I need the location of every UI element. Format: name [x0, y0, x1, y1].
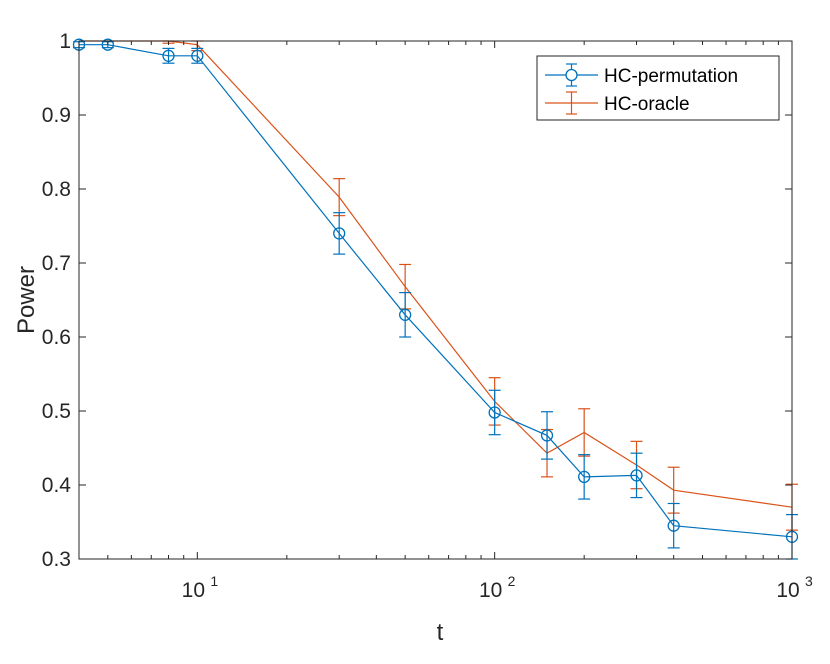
x-tick-label: 10 1: [182, 573, 219, 602]
legend-label: HC-oracle: [604, 94, 690, 115]
y-tick-label: 0.3: [42, 548, 71, 571]
y-tick-label: 0.7: [42, 252, 71, 275]
axes-layer: [78, 40, 793, 560]
data-point: [630, 469, 643, 482]
y-tick-label: 0.4: [42, 474, 72, 497]
x-tick-label: 10 3: [776, 573, 813, 602]
ticks-layer: 0.3 0.4 0.5 0.6 0.7 0.8 0.9 1 10 1 10 2 10 3: [42, 30, 813, 602]
x-tick-label-exponent: 1: [210, 573, 218, 589]
data-point: [101, 38, 114, 51]
data-point: [162, 49, 175, 62]
x-tick-label-exponent: 2: [508, 573, 516, 589]
series-line-0: [79, 44, 793, 538]
data-point: [578, 470, 591, 484]
y-tick-label: 0.9: [42, 104, 71, 127]
legend: HC-permutation HC-oracle: [536, 55, 780, 121]
x-tick-label: 10 2: [479, 573, 516, 602]
plot-border: [78, 40, 793, 560]
y-tick-label: 0.5: [42, 400, 71, 423]
y-tick-label: 0.8: [42, 178, 71, 201]
data-point: [333, 227, 346, 240]
x-tick-label-base: 10: [182, 579, 205, 602]
legend-entries: HC-permutation HC-oracle: [545, 63, 738, 115]
x-tick-label-exponent: 3: [805, 573, 813, 589]
x-tick-label-base: 10: [776, 579, 799, 602]
data-point: [667, 519, 680, 532]
data-point: [488, 406, 501, 419]
legend-entry-0: HC-permutation: [545, 63, 738, 87]
legend-label: HC-permutation: [604, 66, 738, 87]
data-point: [191, 49, 204, 62]
y-tick-label: 1: [59, 30, 71, 53]
data-point: [540, 429, 554, 442]
x-axis-label: t: [437, 619, 444, 646]
y-tick-label: 0.6: [42, 326, 71, 349]
y-axis-label: Power: [13, 266, 40, 334]
legend-entry-1: HC-oracle: [545, 91, 690, 115]
legend-marker: [565, 68, 578, 82]
legend-box: [536, 55, 780, 121]
data-point: [399, 308, 412, 321]
x-tick-label-base: 10: [479, 579, 502, 602]
